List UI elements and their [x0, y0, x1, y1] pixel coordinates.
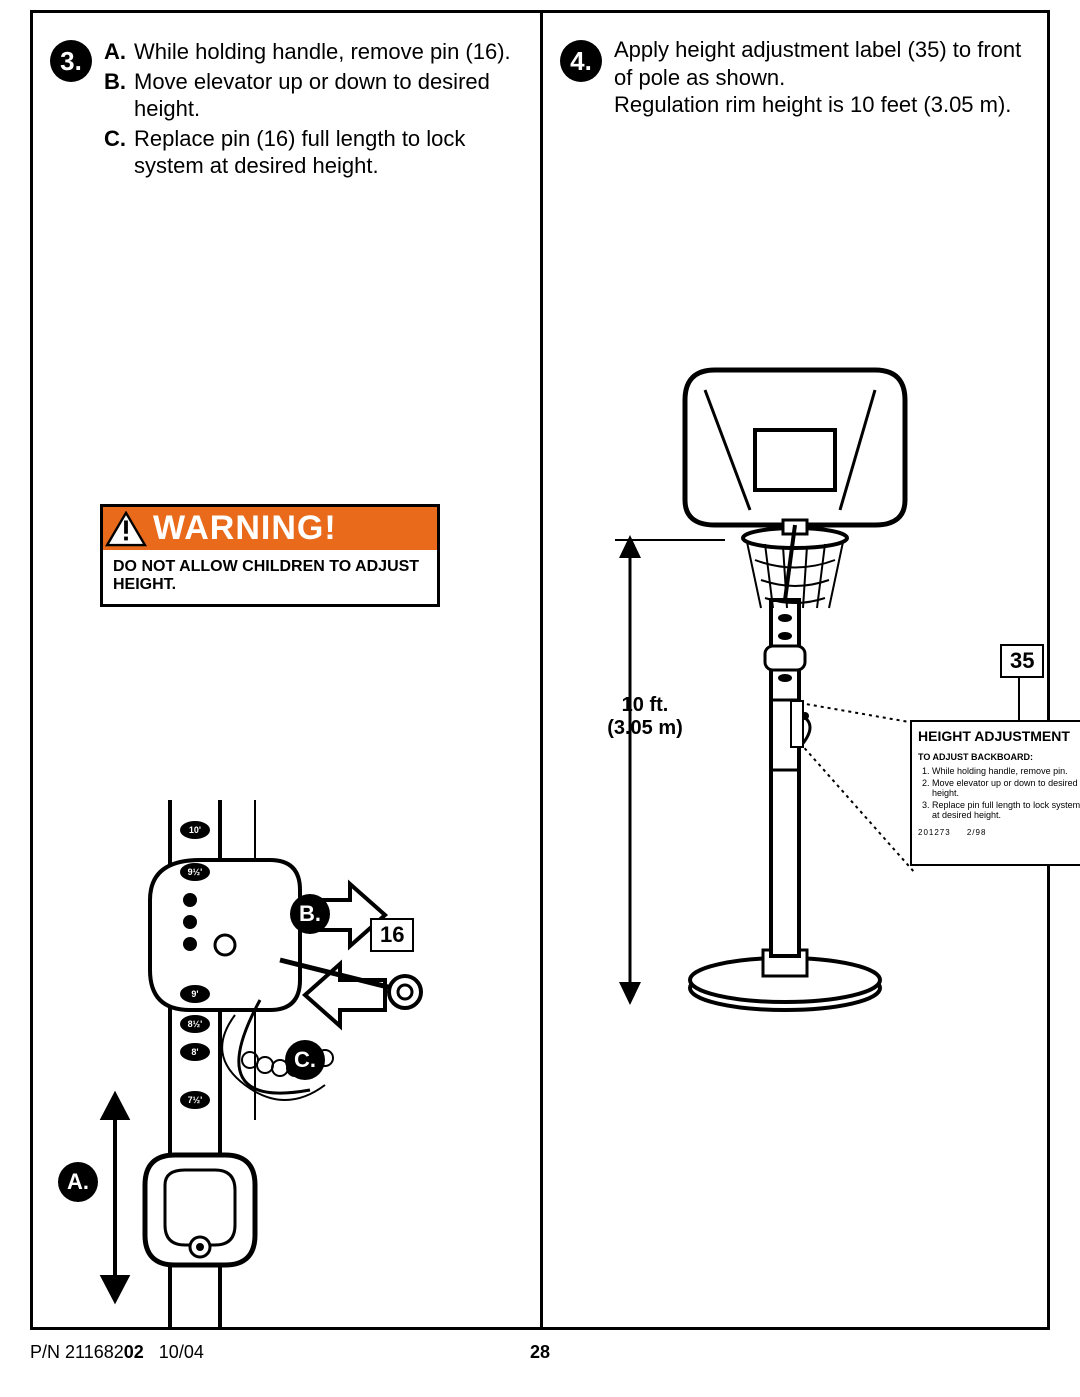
label-b-circle: B.: [290, 894, 330, 934]
dim-m: (3.05 m): [590, 717, 700, 740]
svg-text:9½': 9½': [188, 867, 203, 877]
part-16-box: 16: [370, 918, 414, 952]
part-35: 35: [1010, 648, 1034, 673]
height-adjustment-label: HEIGHT ADJUSTMENT TO ADJUST BACKBOARD: W…: [910, 720, 1080, 866]
step4-line2: Regulation rim height is 10 feet (3.05 m…: [614, 91, 1034, 119]
step3-diagram: 10' 9½' 9' 8½' 8' 7½': [80, 800, 460, 1330]
label-a: A.: [67, 1169, 89, 1195]
step-4-text: Apply height adjustment label (35) to fr…: [614, 36, 1034, 119]
page-footer: P/N 21168202 10/04 28: [30, 1342, 1050, 1363]
dimension-text: 10 ft. (3.05 m): [590, 694, 700, 740]
step-3-text: A. While holding handle, remove pin (16)…: [102, 36, 522, 182]
step3-lead-b: B.: [104, 68, 132, 123]
ha-foot-r: 2/98: [967, 828, 987, 837]
label-c-circle: C.: [285, 1040, 325, 1080]
svg-text:10': 10': [189, 825, 201, 835]
ha-item-2: Move elevator up or down to desired heig…: [932, 778, 1080, 798]
warning-title: WARNING!: [153, 509, 337, 548]
label-c: C.: [294, 1047, 316, 1073]
part-35-box: 35: [1000, 644, 1044, 678]
warning-triangle-icon: [105, 511, 147, 547]
step3-text-c: Replace pin (16) full length to lock sys…: [134, 125, 520, 180]
dotted-leaders: [800, 703, 920, 883]
step3-lead-a: A.: [104, 38, 132, 66]
ha-item-1: While holding handle, remove pin.: [932, 766, 1080, 776]
step-3-number: 3.: [60, 46, 82, 77]
warning-body: DO NOT ALLOW CHILDREN TO ADJUST HEIGHT.: [103, 550, 437, 604]
page-number: 28: [30, 1342, 1050, 1363]
ha-foot-l: 201273: [918, 828, 951, 837]
part-35-leader: [1010, 678, 1028, 722]
column-divider: [540, 10, 543, 1328]
dim-ft: 10 ft.: [590, 694, 700, 717]
step-4-marker: 4.: [560, 40, 602, 82]
warning-header: WARNING!: [103, 507, 437, 550]
step3-text-b: Move elevator up or down to desired heig…: [134, 68, 520, 123]
step3-lead-c: C.: [104, 125, 132, 180]
label-b: B.: [299, 901, 321, 927]
warning-box: WARNING! DO NOT ALLOW CHILDREN TO ADJUST…: [100, 504, 440, 607]
step-3-marker: 3.: [50, 40, 92, 82]
svg-text:9': 9': [191, 989, 198, 999]
label-a-circle: A.: [58, 1162, 98, 1202]
step-4-number: 4.: [570, 46, 592, 77]
ha-title: HEIGHT ADJUSTMENT: [918, 728, 1080, 744]
ha-list: While holding handle, remove pin. Move e…: [932, 766, 1080, 820]
svg-text:8': 8': [191, 1047, 198, 1057]
step4-line1: Apply height adjustment label (35) to fr…: [614, 36, 1034, 91]
svg-text:7½': 7½': [188, 1095, 203, 1105]
ha-item-3: Replace pin full length to lock system a…: [932, 800, 1080, 820]
part-16: 16: [380, 922, 404, 947]
ha-subtitle: TO ADJUST BACKBOARD:: [918, 752, 1080, 762]
step3-text-a: While holding handle, remove pin (16).: [134, 38, 520, 66]
svg-text:8½': 8½': [188, 1019, 203, 1029]
label-zone-on-pole: [790, 700, 810, 750]
